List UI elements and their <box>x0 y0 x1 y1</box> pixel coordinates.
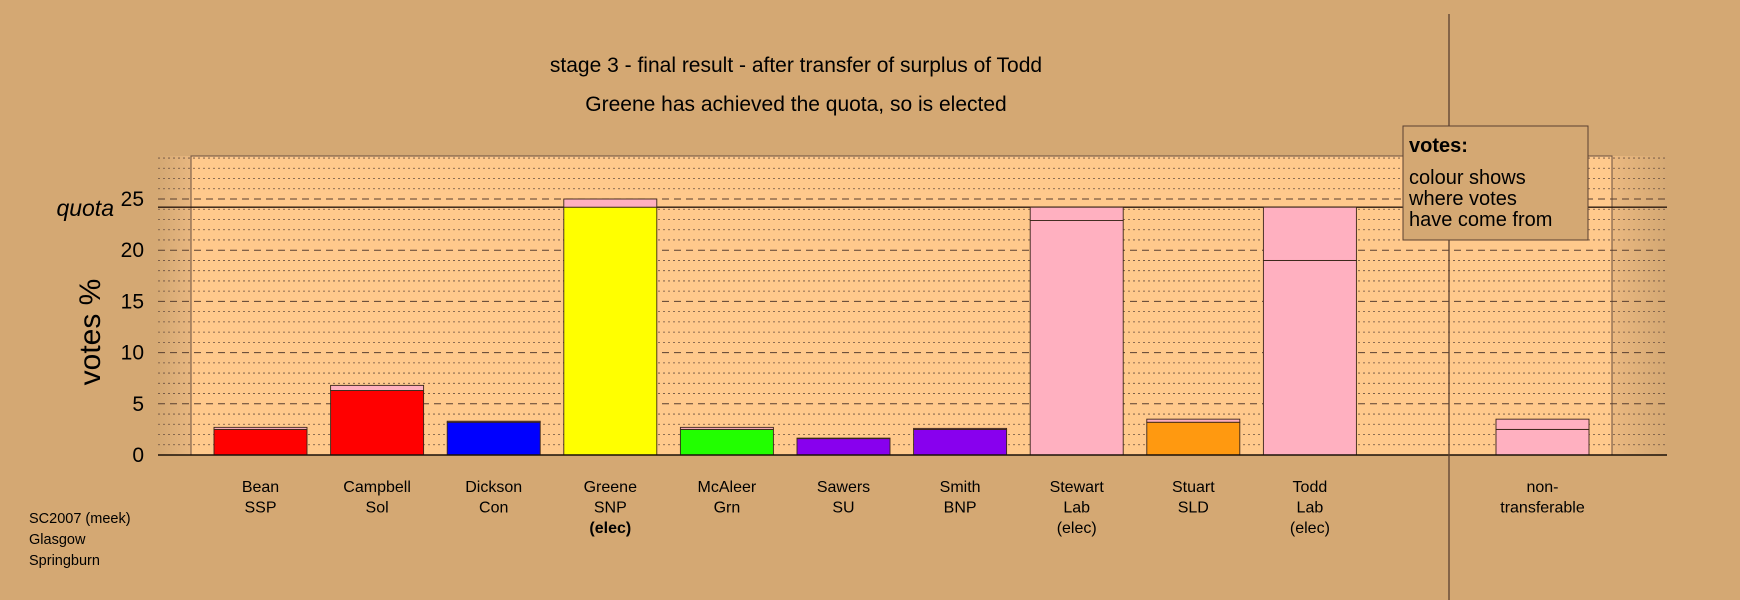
bar-sawers-segment-1 <box>796 438 891 456</box>
bar-campbell-label-1: Campbell <box>343 479 411 496</box>
bar-stewart-label-1: Stewart <box>1050 479 1105 496</box>
bar-todd-segment-1 <box>1262 259 1357 456</box>
bar-smith-label-1: Smith <box>940 479 981 496</box>
bar-todd-label-1: Todd <box>1293 479 1328 496</box>
bar-dickson-segment-2 <box>446 420 541 423</box>
bar-bean-segment-1 <box>213 428 308 456</box>
bar-mcaleer-segment-1 <box>679 428 774 456</box>
quota-label: quota <box>56 195 114 221</box>
legend-line-2: where votes <box>1408 188 1517 210</box>
bar-nontransferable-segment-2 <box>1495 418 1590 430</box>
y-tick-label: 5 <box>132 393 144 416</box>
legend-box: votes: colour shows where votes have com… <box>1402 125 1589 241</box>
bar-dickson-label-1: Dickson <box>465 479 522 496</box>
bar-stuart-label-1: Stuart <box>1172 479 1215 496</box>
legend-line-1: colour shows <box>1409 167 1526 189</box>
y-tick-label: 20 <box>121 239 144 262</box>
bar-greene-label-2: SNP <box>594 500 627 517</box>
bar-stewart-label-2: Lab <box>1063 500 1090 517</box>
bar-dickson-label-2: Con <box>479 500 508 517</box>
footer: SC2007 (meek) Glasgow Springburn <box>29 511 131 569</box>
bar-bean-segment-2 <box>213 426 308 430</box>
bar-todd-label-2: Lab <box>1297 500 1324 517</box>
bar-mcaleer-label-1: McAleer <box>698 479 757 496</box>
bar-campbell-label-2: Sol <box>366 500 389 517</box>
bar-greene-segment-2 <box>563 198 658 208</box>
bar-bean-label-1: Bean <box>242 479 279 496</box>
bar-nontransferable-label-2: transferable <box>1500 500 1585 517</box>
bar-smith-segment-1 <box>913 428 1008 456</box>
y-tick-label: 10 <box>121 342 144 365</box>
bar-greene-label-3: (elec) <box>589 520 631 537</box>
chart-subtitle: Greene has achieved the quota, so is ele… <box>585 93 1006 116</box>
bar-stewart-label-3: (elec) <box>1057 520 1097 537</box>
footer-line-1: SC2007 (meek) <box>29 511 131 527</box>
bar-stuart-segment-2 <box>1146 418 1241 423</box>
y-tick-label: 0 <box>132 444 144 467</box>
footer-line-3: Springburn <box>29 553 100 569</box>
bar-smith-label-2: BNP <box>944 500 977 517</box>
bar-stuart-label-2: SLD <box>1178 500 1209 517</box>
bar-mcaleer-label-2: Grn <box>714 500 741 517</box>
bar-campbell-segment-2 <box>330 384 425 391</box>
panel-shade-right <box>1612 156 1667 455</box>
bar-nontransferable-segment-1 <box>1495 428 1590 456</box>
bar-greene-segment-1 <box>563 206 658 456</box>
bar-stewart-segment-2 <box>1029 206 1124 221</box>
y-tick-label: 25 <box>121 188 144 211</box>
bar-sawers-label-1: Sawers <box>817 479 870 496</box>
bar-stewart-segment-1 <box>1029 220 1124 456</box>
bar-greene-label-1: Greene <box>584 479 637 496</box>
panel-shade-left <box>158 156 191 455</box>
y-axis-label: votes % <box>74 279 107 386</box>
bar-todd-label-3: (elec) <box>1290 520 1330 537</box>
footer-line-2: Glasgow <box>29 532 86 548</box>
y-tick-label: 15 <box>121 290 144 313</box>
bar-sawers-segment-2 <box>796 437 891 440</box>
bar-smith-segment-2 <box>913 427 1008 430</box>
bar-sawers-label-2: SU <box>832 500 854 517</box>
bar-bean-label-2: SSP <box>244 500 276 517</box>
legend-line-3: have come from <box>1409 209 1552 231</box>
bar-campbell-segment-1 <box>330 390 425 456</box>
bar-todd-segment-2 <box>1262 206 1357 261</box>
chart-title: stage 3 - final result - after transfer … <box>550 54 1042 77</box>
bar-stuart-segment-1 <box>1146 421 1241 456</box>
bar-dickson-segment-1 <box>446 421 541 456</box>
bar-mcaleer-segment-2 <box>679 426 774 430</box>
plot-panel <box>190 155 1613 456</box>
bar-nontransferable-label-1: non- <box>1526 479 1558 496</box>
legend-title: votes: <box>1409 135 1468 157</box>
